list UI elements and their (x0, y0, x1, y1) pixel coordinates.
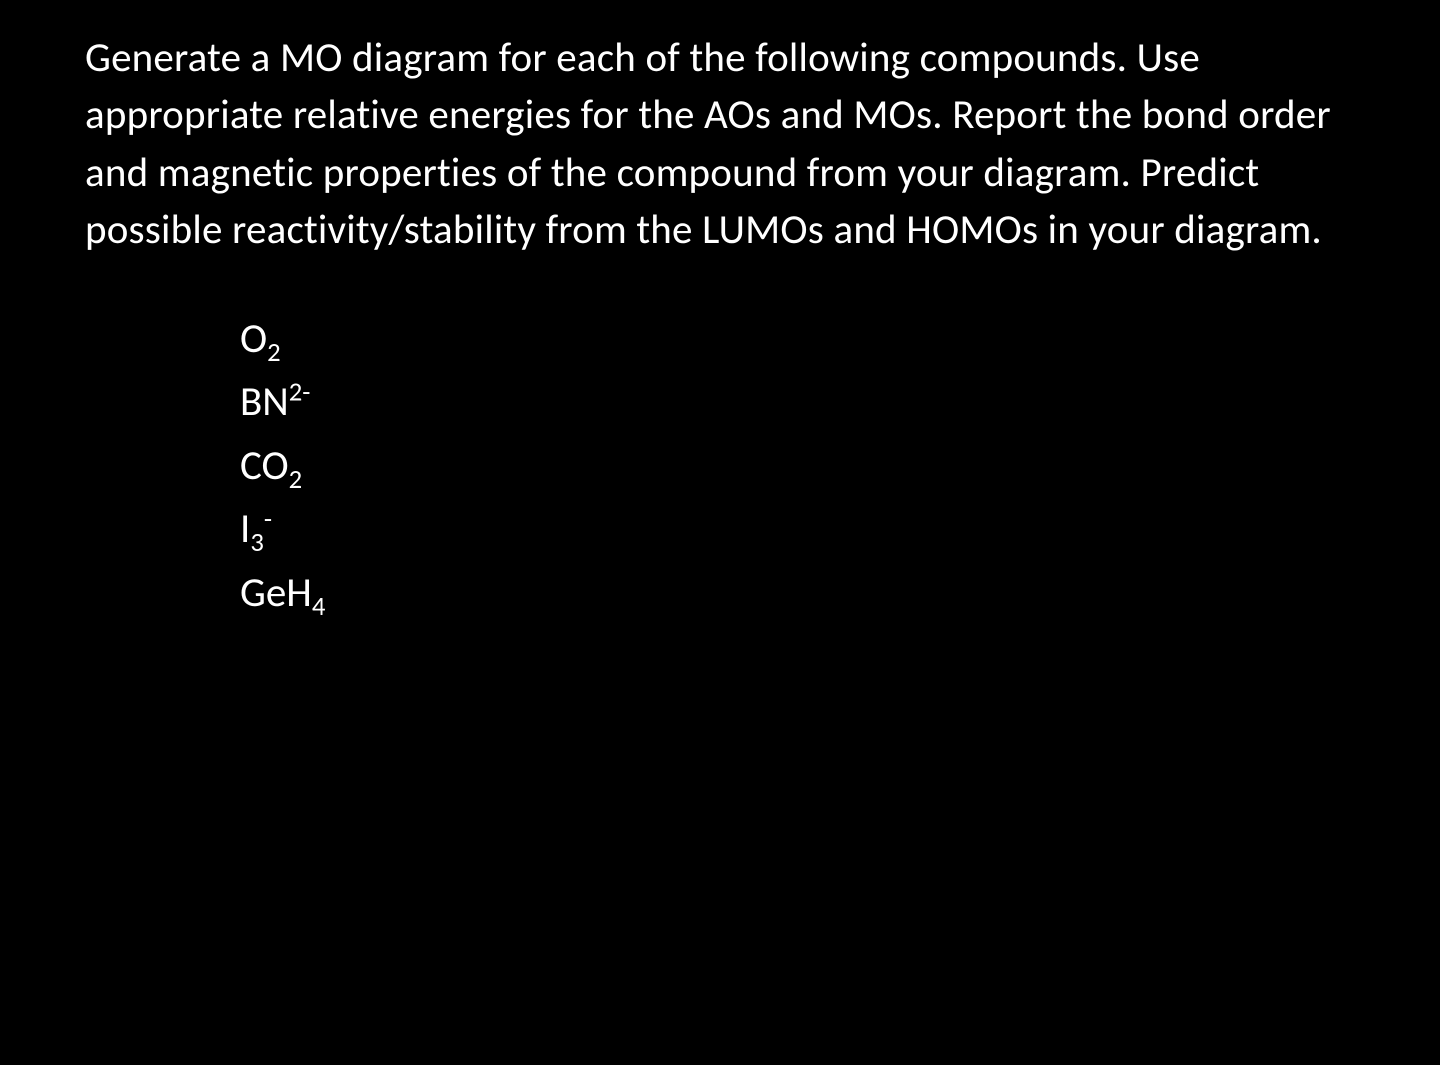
compound-sub: 2 (289, 464, 303, 496)
compound-sub: 3 (250, 527, 264, 559)
compound-item: GeH4 (240, 562, 1360, 626)
compound-item: O2 (240, 308, 1360, 372)
compound-base: O (240, 314, 267, 364)
compound-base: BN (240, 377, 289, 427)
compound-base: I (240, 504, 250, 554)
compound-sub: 2 (267, 337, 281, 369)
slide-container: Generate a MO diagram for each of the fo… (0, 0, 1440, 1065)
compound-item: I3- (240, 498, 1360, 562)
compound-base: GeH (240, 568, 312, 618)
compound-base: CO (240, 441, 289, 491)
compound-sup: 2- (289, 376, 311, 408)
prompt-paragraph: Generate a MO diagram for each of the fo… (85, 30, 1360, 260)
compound-list: O2 BN2- CO2 I3- GeH4 (85, 308, 1360, 626)
compound-item: BN2- (240, 371, 1360, 435)
compound-sub: 4 (312, 591, 326, 623)
compound-sup: - (264, 504, 272, 536)
compound-item: CO2 (240, 435, 1360, 499)
